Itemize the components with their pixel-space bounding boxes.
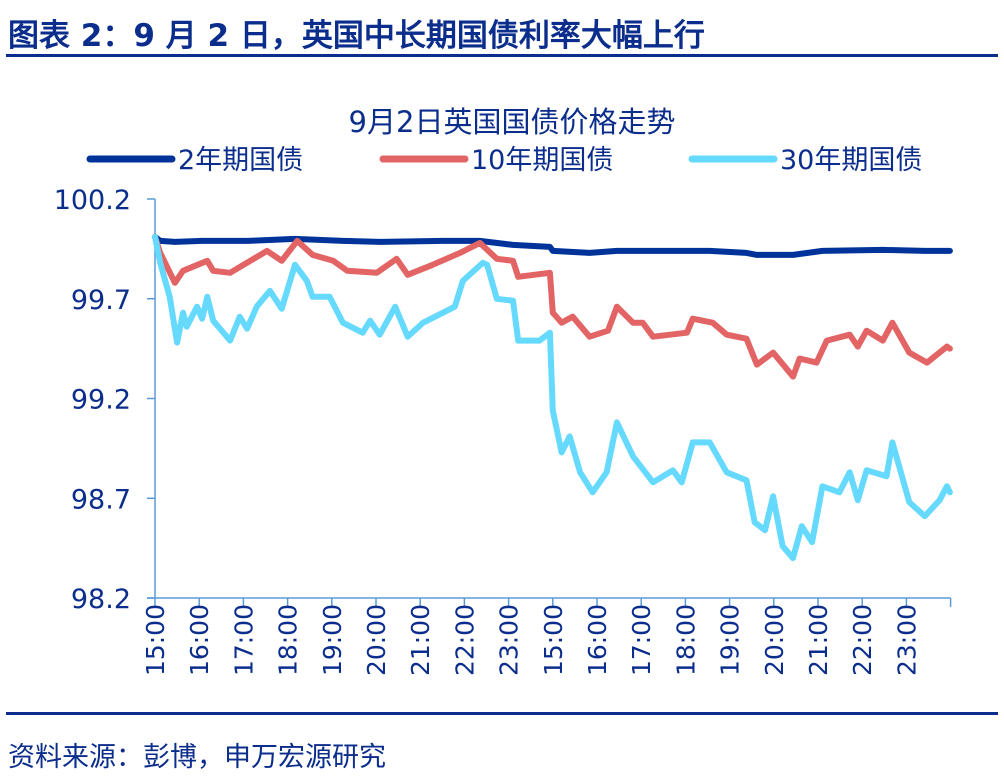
x-tick-label: 18:00 <box>274 604 303 676</box>
source-rule <box>6 712 998 715</box>
legend-item: 10年期国债 <box>379 145 613 176</box>
chart-title: 9月2日英国国债价格走势 <box>349 105 676 139</box>
x-tick-label: 16:00 <box>583 604 612 676</box>
title-rule <box>6 54 998 57</box>
x-tick-label: 19:00 <box>318 604 347 676</box>
x-tick-label: 20:00 <box>760 604 789 676</box>
x-tick-label: 15:00 <box>141 604 170 676</box>
y-tick-label: 100.2 <box>54 185 131 216</box>
source-note: 资料来源：彭博，申万宏源研究 <box>8 742 386 773</box>
x-tick-label: 17:00 <box>229 604 258 676</box>
x-tick-label: 15:00 <box>539 604 568 676</box>
legend-item: 30年期国债 <box>688 145 922 176</box>
series-line-3 <box>152 233 953 562</box>
legend: 2年期国债 10年期国债 30年期国债 <box>86 145 922 176</box>
x-tick-label: 18:00 <box>671 604 700 676</box>
axes: 100.2 99.7 99.2 98.7 98.2 15:00 16:00 17:00 18:0… <box>54 185 952 676</box>
x-tick-label: 23:00 <box>892 604 921 676</box>
series-line-1 <box>152 233 953 258</box>
x-tick-label: 19:00 <box>716 604 745 676</box>
figure-title: 图表 2：9 月 2 日，英国中长期国债利率大幅上行 <box>8 18 705 54</box>
x-tick-label: 20:00 <box>362 604 391 676</box>
legend-label: 10年期国债 <box>471 145 613 176</box>
legend-label: 30年期国债 <box>780 145 922 176</box>
x-tick-label: 23:00 <box>495 604 524 676</box>
y-tick-label: 98.2 <box>71 584 131 615</box>
series-line-2 <box>152 233 953 380</box>
y-tick-label: 99.7 <box>71 285 131 316</box>
series-lines <box>152 233 953 562</box>
x-tick-label: 22:00 <box>848 604 877 676</box>
legend-label: 2年期国债 <box>178 145 303 176</box>
x-tick-label: 22:00 <box>450 604 479 676</box>
x-tick-label: 16:00 <box>185 604 214 676</box>
x-tick-label: 21:00 <box>804 604 833 676</box>
legend-item: 2年期国债 <box>86 145 303 176</box>
x-tick-label: 21:00 <box>406 604 435 676</box>
x-tick-label: 17:00 <box>627 604 656 676</box>
y-tick-label: 99.2 <box>71 385 131 416</box>
y-tick-label: 98.7 <box>71 484 131 515</box>
